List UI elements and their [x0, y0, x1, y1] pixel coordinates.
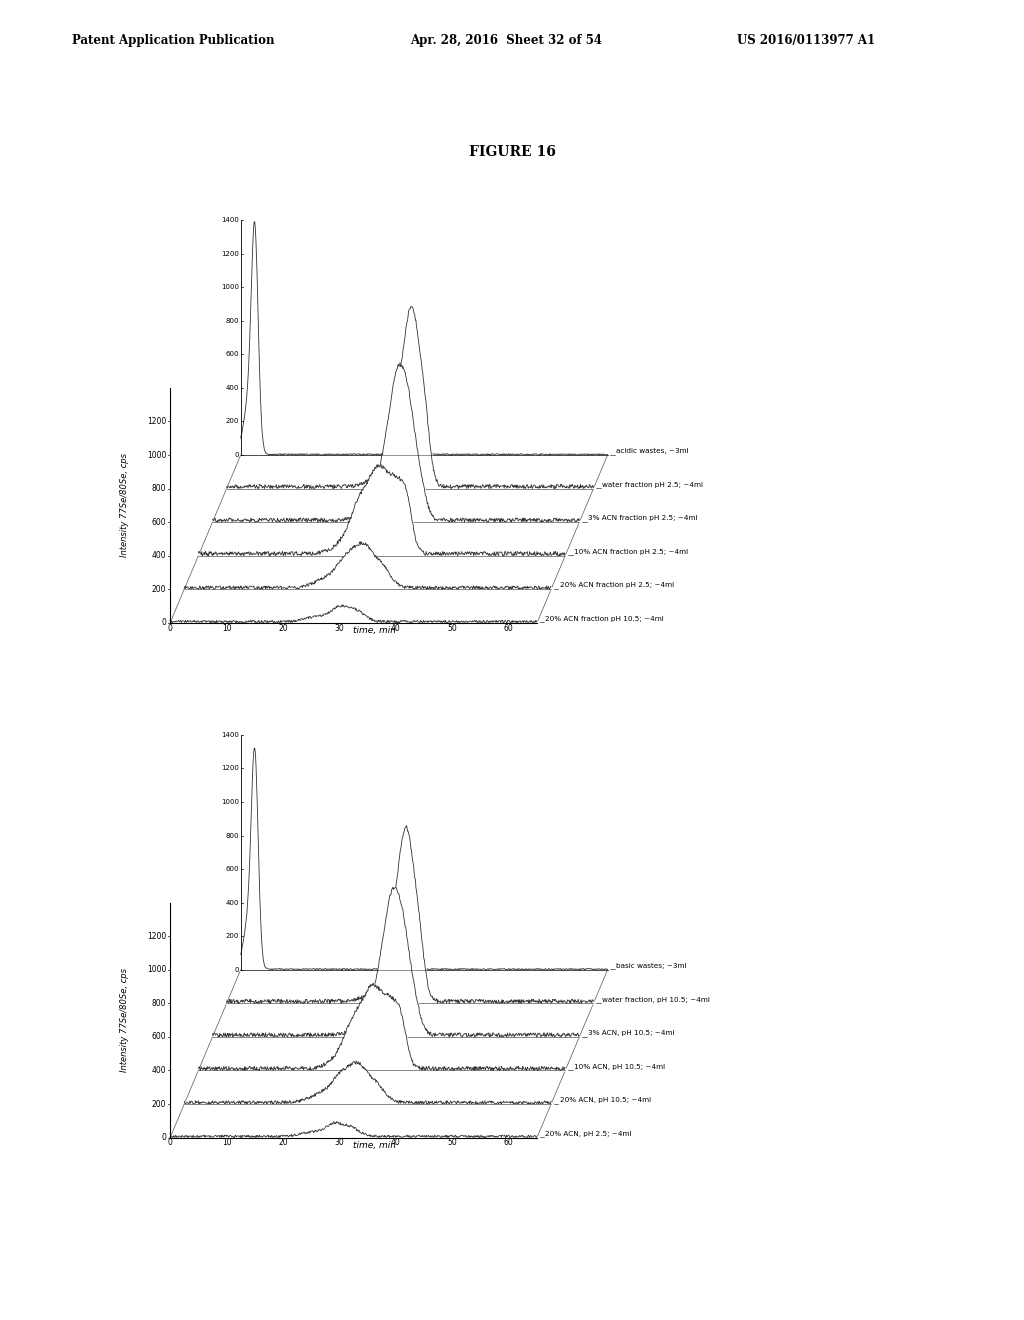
- Text: 20% ACN fraction pH 2.5; ~4ml: 20% ACN fraction pH 2.5; ~4ml: [559, 582, 674, 589]
- Text: acidic wastes, ~3ml: acidic wastes, ~3ml: [616, 449, 688, 454]
- Text: 20% ACN, pH 2.5; ~4ml: 20% ACN, pH 2.5; ~4ml: [546, 1131, 632, 1137]
- Text: 200: 200: [225, 933, 239, 940]
- Text: 20% ACN fraction pH 10.5; ~4ml: 20% ACN fraction pH 10.5; ~4ml: [546, 616, 665, 622]
- Text: 10% ACN fraction pH 2.5; ~4ml: 10% ACN fraction pH 2.5; ~4ml: [573, 549, 688, 554]
- Text: 10: 10: [222, 623, 231, 632]
- Text: 1000: 1000: [221, 284, 239, 290]
- Text: Patent Application Publication: Patent Application Publication: [72, 34, 274, 48]
- Text: 10% ACN, pH 10.5; ~4ml: 10% ACN, pH 10.5; ~4ml: [573, 1064, 665, 1069]
- Text: 400: 400: [225, 900, 239, 906]
- Text: 0: 0: [162, 1133, 166, 1142]
- Text: Intensity 77Se/80Se, cps: Intensity 77Se/80Se, cps: [121, 968, 129, 1072]
- Text: Apr. 28, 2016  Sheet 32 of 54: Apr. 28, 2016 Sheet 32 of 54: [410, 34, 602, 48]
- Text: 600: 600: [152, 1032, 166, 1041]
- Text: 1000: 1000: [146, 965, 166, 974]
- Text: 20: 20: [279, 623, 288, 632]
- Text: 600: 600: [225, 351, 239, 358]
- Text: 1400: 1400: [221, 218, 239, 223]
- Text: water fraction, pH 10.5; ~4ml: water fraction, pH 10.5; ~4ml: [602, 997, 710, 1003]
- Text: 40: 40: [391, 623, 400, 632]
- Text: 10: 10: [222, 1138, 231, 1147]
- Text: 3% ACN, pH 10.5; ~4ml: 3% ACN, pH 10.5; ~4ml: [588, 1030, 674, 1036]
- Text: 400: 400: [152, 552, 166, 560]
- Text: 800: 800: [152, 484, 166, 494]
- Text: 1200: 1200: [146, 417, 166, 426]
- Text: 3% ACN fraction pH 2.5; ~4ml: 3% ACN fraction pH 2.5; ~4ml: [588, 515, 697, 521]
- Text: Intensity 77Se/80Se, cps: Intensity 77Se/80Se, cps: [121, 453, 129, 557]
- Text: 400: 400: [225, 385, 239, 391]
- Text: 1200: 1200: [221, 251, 239, 256]
- Text: 1000: 1000: [221, 799, 239, 805]
- Text: 50: 50: [447, 623, 457, 632]
- Text: 800: 800: [225, 833, 239, 838]
- Text: 30: 30: [335, 623, 344, 632]
- Text: 60: 60: [504, 1138, 514, 1147]
- Text: FIGURE 16: FIGURE 16: [469, 145, 555, 160]
- Text: 400: 400: [152, 1067, 166, 1074]
- Text: 0: 0: [168, 623, 173, 632]
- Text: water fraction pH 2.5; ~4ml: water fraction pH 2.5; ~4ml: [602, 482, 702, 488]
- Text: 1400: 1400: [221, 733, 239, 738]
- Text: 1200: 1200: [221, 766, 239, 771]
- Text: basic wastes; ~3ml: basic wastes; ~3ml: [616, 964, 686, 969]
- Text: 800: 800: [152, 999, 166, 1008]
- Text: 60: 60: [504, 623, 514, 632]
- Text: 600: 600: [225, 866, 239, 873]
- Text: 40: 40: [391, 1138, 400, 1147]
- Text: 200: 200: [225, 418, 239, 425]
- Text: time, min: time, min: [353, 1140, 396, 1150]
- Text: 200: 200: [152, 1100, 166, 1109]
- Text: 20% ACN, pH 10.5; ~4ml: 20% ACN, pH 10.5; ~4ml: [559, 1097, 650, 1104]
- Text: time, min: time, min: [353, 626, 396, 635]
- Text: 0: 0: [168, 1138, 173, 1147]
- Text: 600: 600: [152, 517, 166, 527]
- Text: 1200: 1200: [146, 932, 166, 941]
- Text: US 2016/0113977 A1: US 2016/0113977 A1: [737, 34, 876, 48]
- Text: 0: 0: [162, 618, 166, 627]
- Text: 0: 0: [234, 451, 239, 458]
- Text: 30: 30: [335, 1138, 344, 1147]
- Text: 20: 20: [279, 1138, 288, 1147]
- Text: 200: 200: [152, 585, 166, 594]
- Text: 1000: 1000: [146, 450, 166, 459]
- Text: 0: 0: [234, 966, 239, 973]
- Text: 800: 800: [225, 318, 239, 323]
- Text: 50: 50: [447, 1138, 457, 1147]
